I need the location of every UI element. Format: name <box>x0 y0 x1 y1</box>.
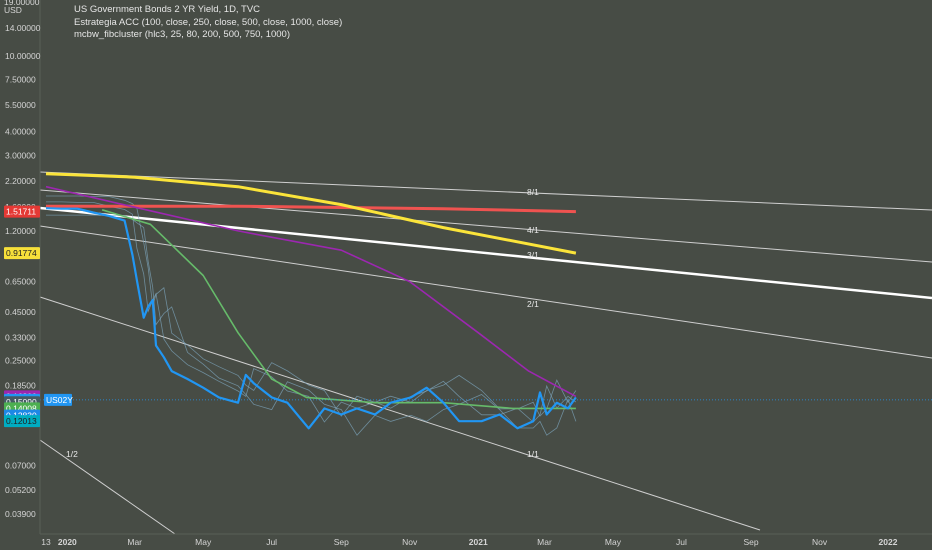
legend-indicator-acc[interactable]: Estrategia ACC (100, close, 250, close, … <box>74 16 343 28</box>
series-ma-500 <box>45 172 577 255</box>
y-tick-label: 0.07000 <box>5 461 36 471</box>
fan-ratio-label: 4/1 <box>527 225 539 235</box>
series-ma-250 <box>45 185 577 398</box>
y-tick-label: 2.20000 <box>5 176 36 186</box>
x-tick-label: 2021 <box>469 537 488 547</box>
price-badge-us02y: US02Y <box>44 393 73 406</box>
fan-ratio-labels: 8/1 4/1 3/1 2/1 1/1 1/2 <box>66 187 539 459</box>
series-ma-1000 <box>46 204 576 214</box>
y-tick-label: 7.50000 <box>5 75 36 85</box>
x-tick-label: Sep <box>743 537 758 547</box>
price-badge-bg <box>4 415 40 428</box>
price-badge-label: US02Y <box>46 395 73 405</box>
x-tick-label: Nov <box>812 537 828 547</box>
price-badge-bg <box>4 205 40 218</box>
price-badge-label: 0.91774 <box>6 248 37 258</box>
fibcluster-line-0 <box>46 201 577 423</box>
x-tick-label: Nov <box>402 537 418 547</box>
y-tick-label: 0.65000 <box>5 277 36 287</box>
series-ma-100 <box>101 209 576 410</box>
x-tick-label: Sep <box>334 537 349 547</box>
fan-line-5 <box>39 439 176 535</box>
fan-line-3 <box>39 225 932 359</box>
x-tick-label: Jul <box>676 537 687 547</box>
y-tick-label: 5.50000 <box>5 100 36 110</box>
fan-line-4 <box>39 296 761 531</box>
series-lines <box>40 172 932 430</box>
y-tick-label: 0.45000 <box>5 307 36 317</box>
y-tick-label: 14.00000 <box>5 23 41 33</box>
price-badge-bg <box>4 247 40 260</box>
price-badge-bg <box>44 393 72 406</box>
y-tick-label: 0.18500 <box>5 380 36 390</box>
price-badge-0.12013: 0.12013 <box>4 415 40 428</box>
y-axis-currency: USD <box>4 5 22 15</box>
x-tick-label: Mar <box>127 537 142 547</box>
x-tick-label: 13 <box>41 537 51 547</box>
x-axis: 13 2020 Mar May Jul Sep Nov 2021 Mar May Jul Sep Nov… <box>40 533 932 547</box>
x-tick-label: May <box>605 537 622 547</box>
price-badge-0.91774: 0.91774 <box>4 247 40 260</box>
fan-ratio-label: 2/1 <box>527 299 539 309</box>
fan-line-0 <box>39 171 932 211</box>
fan-ratio-label: 8/1 <box>527 187 539 197</box>
fan-ratio-label: 1/2 <box>66 449 78 459</box>
fibcluster-line-2 <box>46 214 577 436</box>
y-tick-label: 0.33000 <box>5 333 36 343</box>
y-tick-label: 0.05200 <box>5 485 36 495</box>
fan-line-2 <box>39 206 932 300</box>
y-tick-label: 4.00000 <box>5 126 36 136</box>
fan-ratio-label: 1/1 <box>527 449 539 459</box>
x-tick-label: 2022 <box>879 537 898 547</box>
y-tick-label: 0.25000 <box>5 356 36 366</box>
price-badge-1.51711: 1.51711 <box>4 205 40 218</box>
x-tick-label: Mar <box>537 537 552 547</box>
y-axis-top-partial: 19.00000 <box>4 0 40 7</box>
x-tick-label: Jul <box>266 537 277 547</box>
y-tick-label: 0.03900 <box>5 509 36 519</box>
fan-line-1 <box>39 189 932 263</box>
price-badges: 1.517110.917740.162000.15530US02Y0.15090… <box>4 205 73 428</box>
series-us02y <box>45 207 577 430</box>
price-badge-label: 0.15090 <box>6 397 37 407</box>
y-tick-label: 3.00000 <box>5 150 36 160</box>
fibcluster-lines <box>46 195 577 436</box>
fan-ratio-label: 3/1 <box>527 250 539 260</box>
y-tick-label: 10.00000 <box>5 51 41 61</box>
x-tick-label: May <box>195 537 212 547</box>
fibonacci-fan-lines <box>39 171 932 535</box>
legend-symbol-title[interactable]: US Government Bonds 2 YR Yield, 1D, TVC <box>74 4 261 15</box>
chart-legend: US Government Bonds 2 YR Yield, 1D, TVC … <box>74 4 342 42</box>
x-tick-label: 2020 <box>58 537 77 547</box>
price-badge-label: 0.12013 <box>6 416 37 426</box>
y-tick-label: 1.20000 <box>5 226 36 236</box>
price-badge-label: 0.14008 <box>6 403 37 413</box>
price-badge-label: 1.51711 <box>6 207 36 217</box>
legend-indicator-fibcluster[interactable]: mcbw_fibcluster (hlc3, 25, 80, 200, 500,… <box>74 29 290 40</box>
